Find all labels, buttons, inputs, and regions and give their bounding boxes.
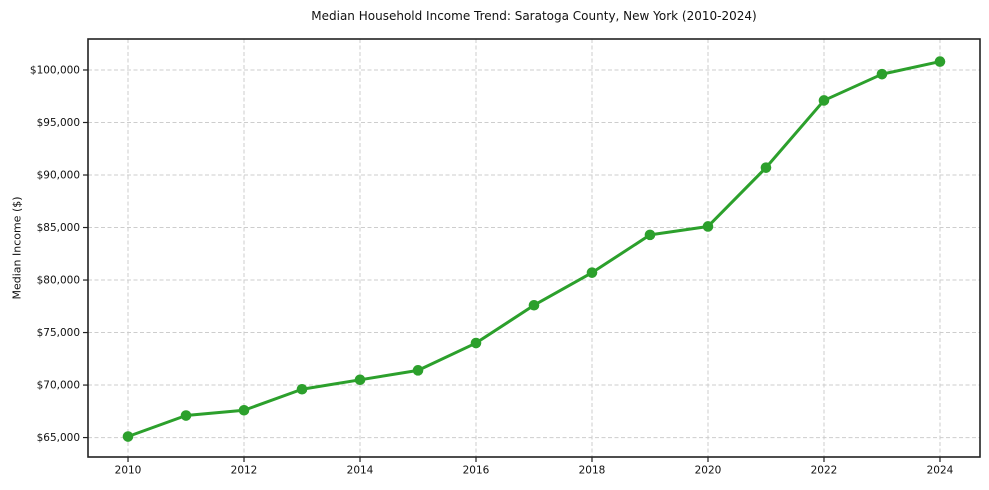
x-tick-label: 2024 xyxy=(927,465,954,477)
x-tick-label: 2018 xyxy=(579,465,606,477)
y-tick-label: $95,000 xyxy=(37,117,80,129)
y-tick-label: $75,000 xyxy=(37,327,80,339)
data-point-2017 xyxy=(528,299,540,311)
data-point-2012 xyxy=(238,404,250,416)
y-tick-label: $85,000 xyxy=(37,222,80,234)
trend-line xyxy=(126,60,942,439)
chart-title: Median Household Income Trend: Saratoga … xyxy=(311,9,757,23)
data-point-2024 xyxy=(934,56,946,67)
data-point-2020 xyxy=(702,221,714,232)
plot-border xyxy=(87,38,981,458)
data-point-2023 xyxy=(876,68,888,80)
x-tick-label: 2010 xyxy=(115,465,142,477)
data-point-2011 xyxy=(180,410,192,421)
data-point-2016 xyxy=(470,337,482,349)
y-tick-label: $70,000 xyxy=(37,380,80,392)
y-tick-label: $65,000 xyxy=(37,432,80,444)
x-tick-label: 2014 xyxy=(347,465,374,477)
x-tick-label: 2022 xyxy=(811,465,838,477)
x-tick-label: 2016 xyxy=(463,465,490,477)
y-tick-label: $80,000 xyxy=(37,275,80,287)
data-point-2015 xyxy=(412,365,424,376)
y-tick-label: $100,000 xyxy=(30,64,80,76)
data-point-2014 xyxy=(354,374,366,386)
y-tick-label: $90,000 xyxy=(37,170,80,182)
x-tick-label: 2012 xyxy=(231,465,258,477)
data-point-2019 xyxy=(644,229,656,241)
data-point-2010 xyxy=(122,431,134,442)
data-point-2021 xyxy=(760,162,772,173)
data-point-2022 xyxy=(818,95,830,106)
x-tick-label: 2020 xyxy=(695,465,722,477)
data-point-2018 xyxy=(586,267,598,278)
data-point-2013 xyxy=(296,383,308,395)
